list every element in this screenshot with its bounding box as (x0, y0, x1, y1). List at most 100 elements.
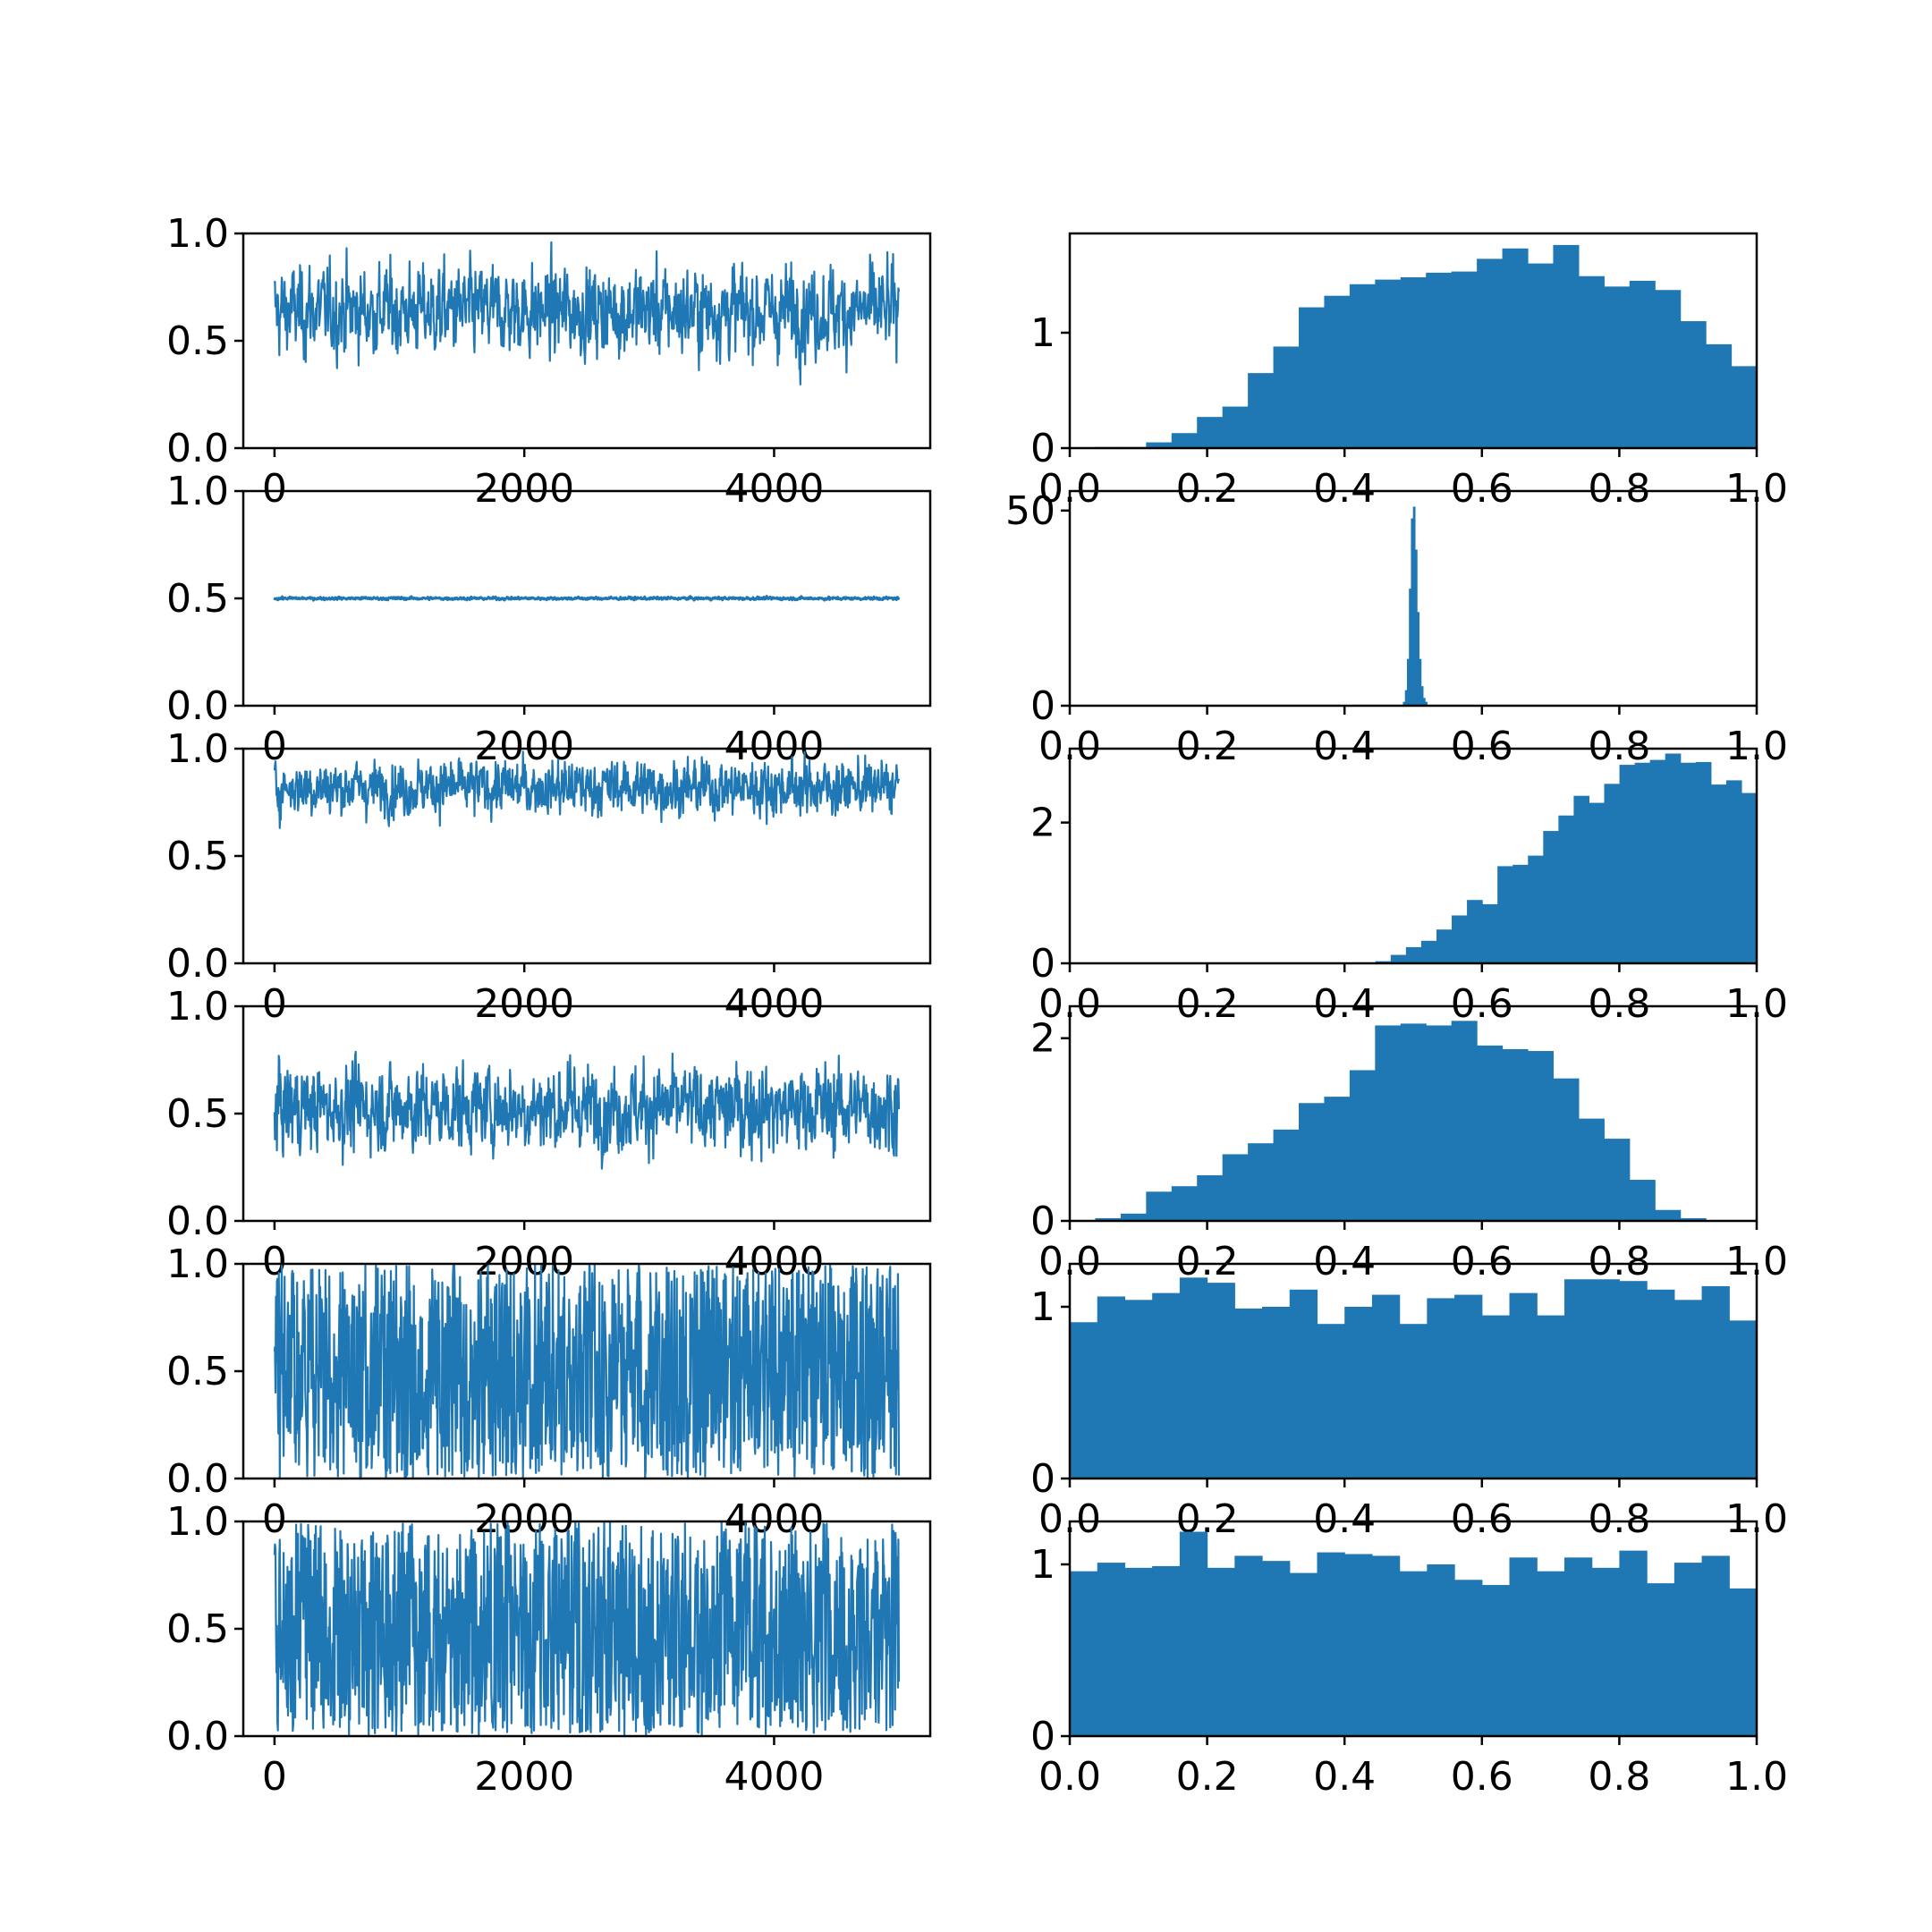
trace-panel-0: 0.0 0.5 1.0 0 2000 4000 (166, 211, 932, 512)
trace-panel-2: 0.0 0.5 1.0 0 2000 4000 (166, 726, 932, 1027)
histogram-bar (1152, 1292, 1181, 1479)
histogram-bar (1477, 258, 1504, 448)
histogram-bar (1528, 1051, 1555, 1221)
plot-area (273, 1050, 901, 1170)
y-tick-label: 1.0 (166, 984, 229, 1030)
trace-line (273, 1264, 901, 1479)
x-tick-label: 0.6 (1451, 1496, 1513, 1542)
trace-line (273, 1521, 901, 1736)
histogram-bar (1414, 549, 1418, 706)
histogram-bar (1634, 762, 1651, 963)
y-tick-label: 0.5 (166, 1349, 229, 1394)
y-tick-label: 0.0 (166, 683, 229, 729)
histogram-bar (1371, 1294, 1401, 1479)
histogram-bar (1425, 701, 1428, 706)
x-tick-label: 4000 (724, 1754, 824, 1800)
trace-line (273, 595, 901, 602)
histogram-bar (1481, 1585, 1511, 1736)
plot-area (273, 1264, 901, 1479)
histogram-bar (1619, 1281, 1648, 1479)
axes-frame (1068, 1004, 1758, 1223)
histogram-bar (1400, 1023, 1427, 1221)
y-tick-label: 0 (1030, 1714, 1055, 1759)
histogram-bar (1399, 1571, 1428, 1736)
x-tick-label: 0.6 (1451, 1239, 1513, 1284)
histogram-bar (1299, 1103, 1326, 1221)
x-tick-label: 0.2 (1176, 1239, 1239, 1284)
y-tick-label: 0.0 (166, 426, 229, 471)
x-tick-label: 0.4 (1313, 981, 1376, 1027)
x-tick-label: 2000 (474, 724, 574, 769)
x-tick-label: 4000 (724, 1496, 824, 1542)
histogram-bar (1248, 373, 1275, 448)
plot-area (1095, 244, 1757, 448)
histogram-bar (1095, 1217, 1122, 1221)
x-tick-label: 0.8 (1588, 1754, 1650, 1800)
y-tick-label: 0.0 (166, 1714, 229, 1759)
y-tick-label: 1.0 (166, 469, 229, 514)
x-tick-label: 0.2 (1176, 724, 1239, 769)
x-tick-label: 0 (262, 1239, 287, 1284)
histogram-bar (1701, 1555, 1730, 1736)
histogram-bar (1553, 1078, 1580, 1221)
x-tick-label: 0.4 (1313, 1496, 1376, 1542)
histogram-bar (1427, 1298, 1455, 1479)
y-tick-label: 50 (1005, 488, 1055, 534)
plot-area (273, 595, 901, 602)
histogram-bar (1324, 1097, 1351, 1221)
y-tick-label: 0 (1030, 1199, 1055, 1244)
histogram-bar (1273, 346, 1300, 448)
histogram-bar (1234, 1308, 1263, 1479)
histogram-bar (1171, 1186, 1198, 1221)
histogram-bar (1629, 280, 1656, 448)
plot-area (1070, 1277, 1757, 1479)
histogram-bar (1289, 1572, 1318, 1736)
x-tick-label: 2000 (474, 981, 574, 1027)
histogram-bar (1146, 1191, 1173, 1221)
histogram-bar (1262, 1307, 1291, 1479)
plot-area (1402, 506, 1428, 706)
histogram-bar (1317, 1324, 1345, 1479)
x-tick-label: 0.8 (1588, 1496, 1650, 1542)
histogram-bar (1299, 307, 1326, 448)
y-tick-label: 0.5 (166, 834, 229, 879)
histogram-bar (1171, 433, 1198, 448)
histogram-bar (1409, 589, 1412, 706)
plot-area (273, 241, 901, 386)
histogram-bar (1417, 612, 1419, 706)
histogram-bar (1655, 290, 1682, 448)
histogram-bar (1400, 277, 1427, 448)
histogram-bar (1589, 802, 1606, 963)
x-tick-label: 0.6 (1451, 724, 1513, 769)
histogram-bar (1729, 1320, 1757, 1479)
x-tick-label: 1.0 (1725, 1754, 1788, 1800)
histogram-bar (1070, 1571, 1098, 1736)
x-tick-label: 0.2 (1176, 1754, 1239, 1800)
histogram-bar (1097, 1563, 1126, 1736)
histogram-bar (1262, 1561, 1291, 1736)
y-tick-label: 0 (1030, 941, 1055, 987)
y-tick-label: 1.0 (166, 1241, 229, 1287)
x-tick-label: 0.4 (1313, 466, 1376, 512)
x-tick-label: 0.6 (1451, 981, 1513, 1027)
histogram-bar (1399, 1324, 1428, 1479)
histogram-bar (1619, 765, 1636, 963)
histogram-bar (1179, 1531, 1208, 1736)
histogram-bar (1234, 1555, 1263, 1736)
histogram-bar (1422, 698, 1426, 706)
histogram-panel-5: 0 1 0.0 0.2 0.4 0.6 0.8 1.0 (1030, 1520, 1788, 1800)
histogram-bar (1146, 442, 1173, 448)
histogram-bar (1509, 1557, 1538, 1736)
histogram-bar (1578, 275, 1605, 448)
histogram-bar (1248, 1143, 1275, 1221)
histogram-bar (1502, 248, 1529, 448)
histogram-bar (1477, 1045, 1504, 1221)
histogram-bar (1289, 1289, 1318, 1479)
histogram-panel-2: 020.0 0.2 0.4 0.6 0.8 1.0 (1030, 747, 1788, 1027)
histogram-bar (1349, 284, 1376, 448)
x-tick-label: 0.8 (1588, 724, 1650, 769)
histogram-bar (1273, 1129, 1300, 1221)
histogram-bar (1152, 1565, 1181, 1736)
